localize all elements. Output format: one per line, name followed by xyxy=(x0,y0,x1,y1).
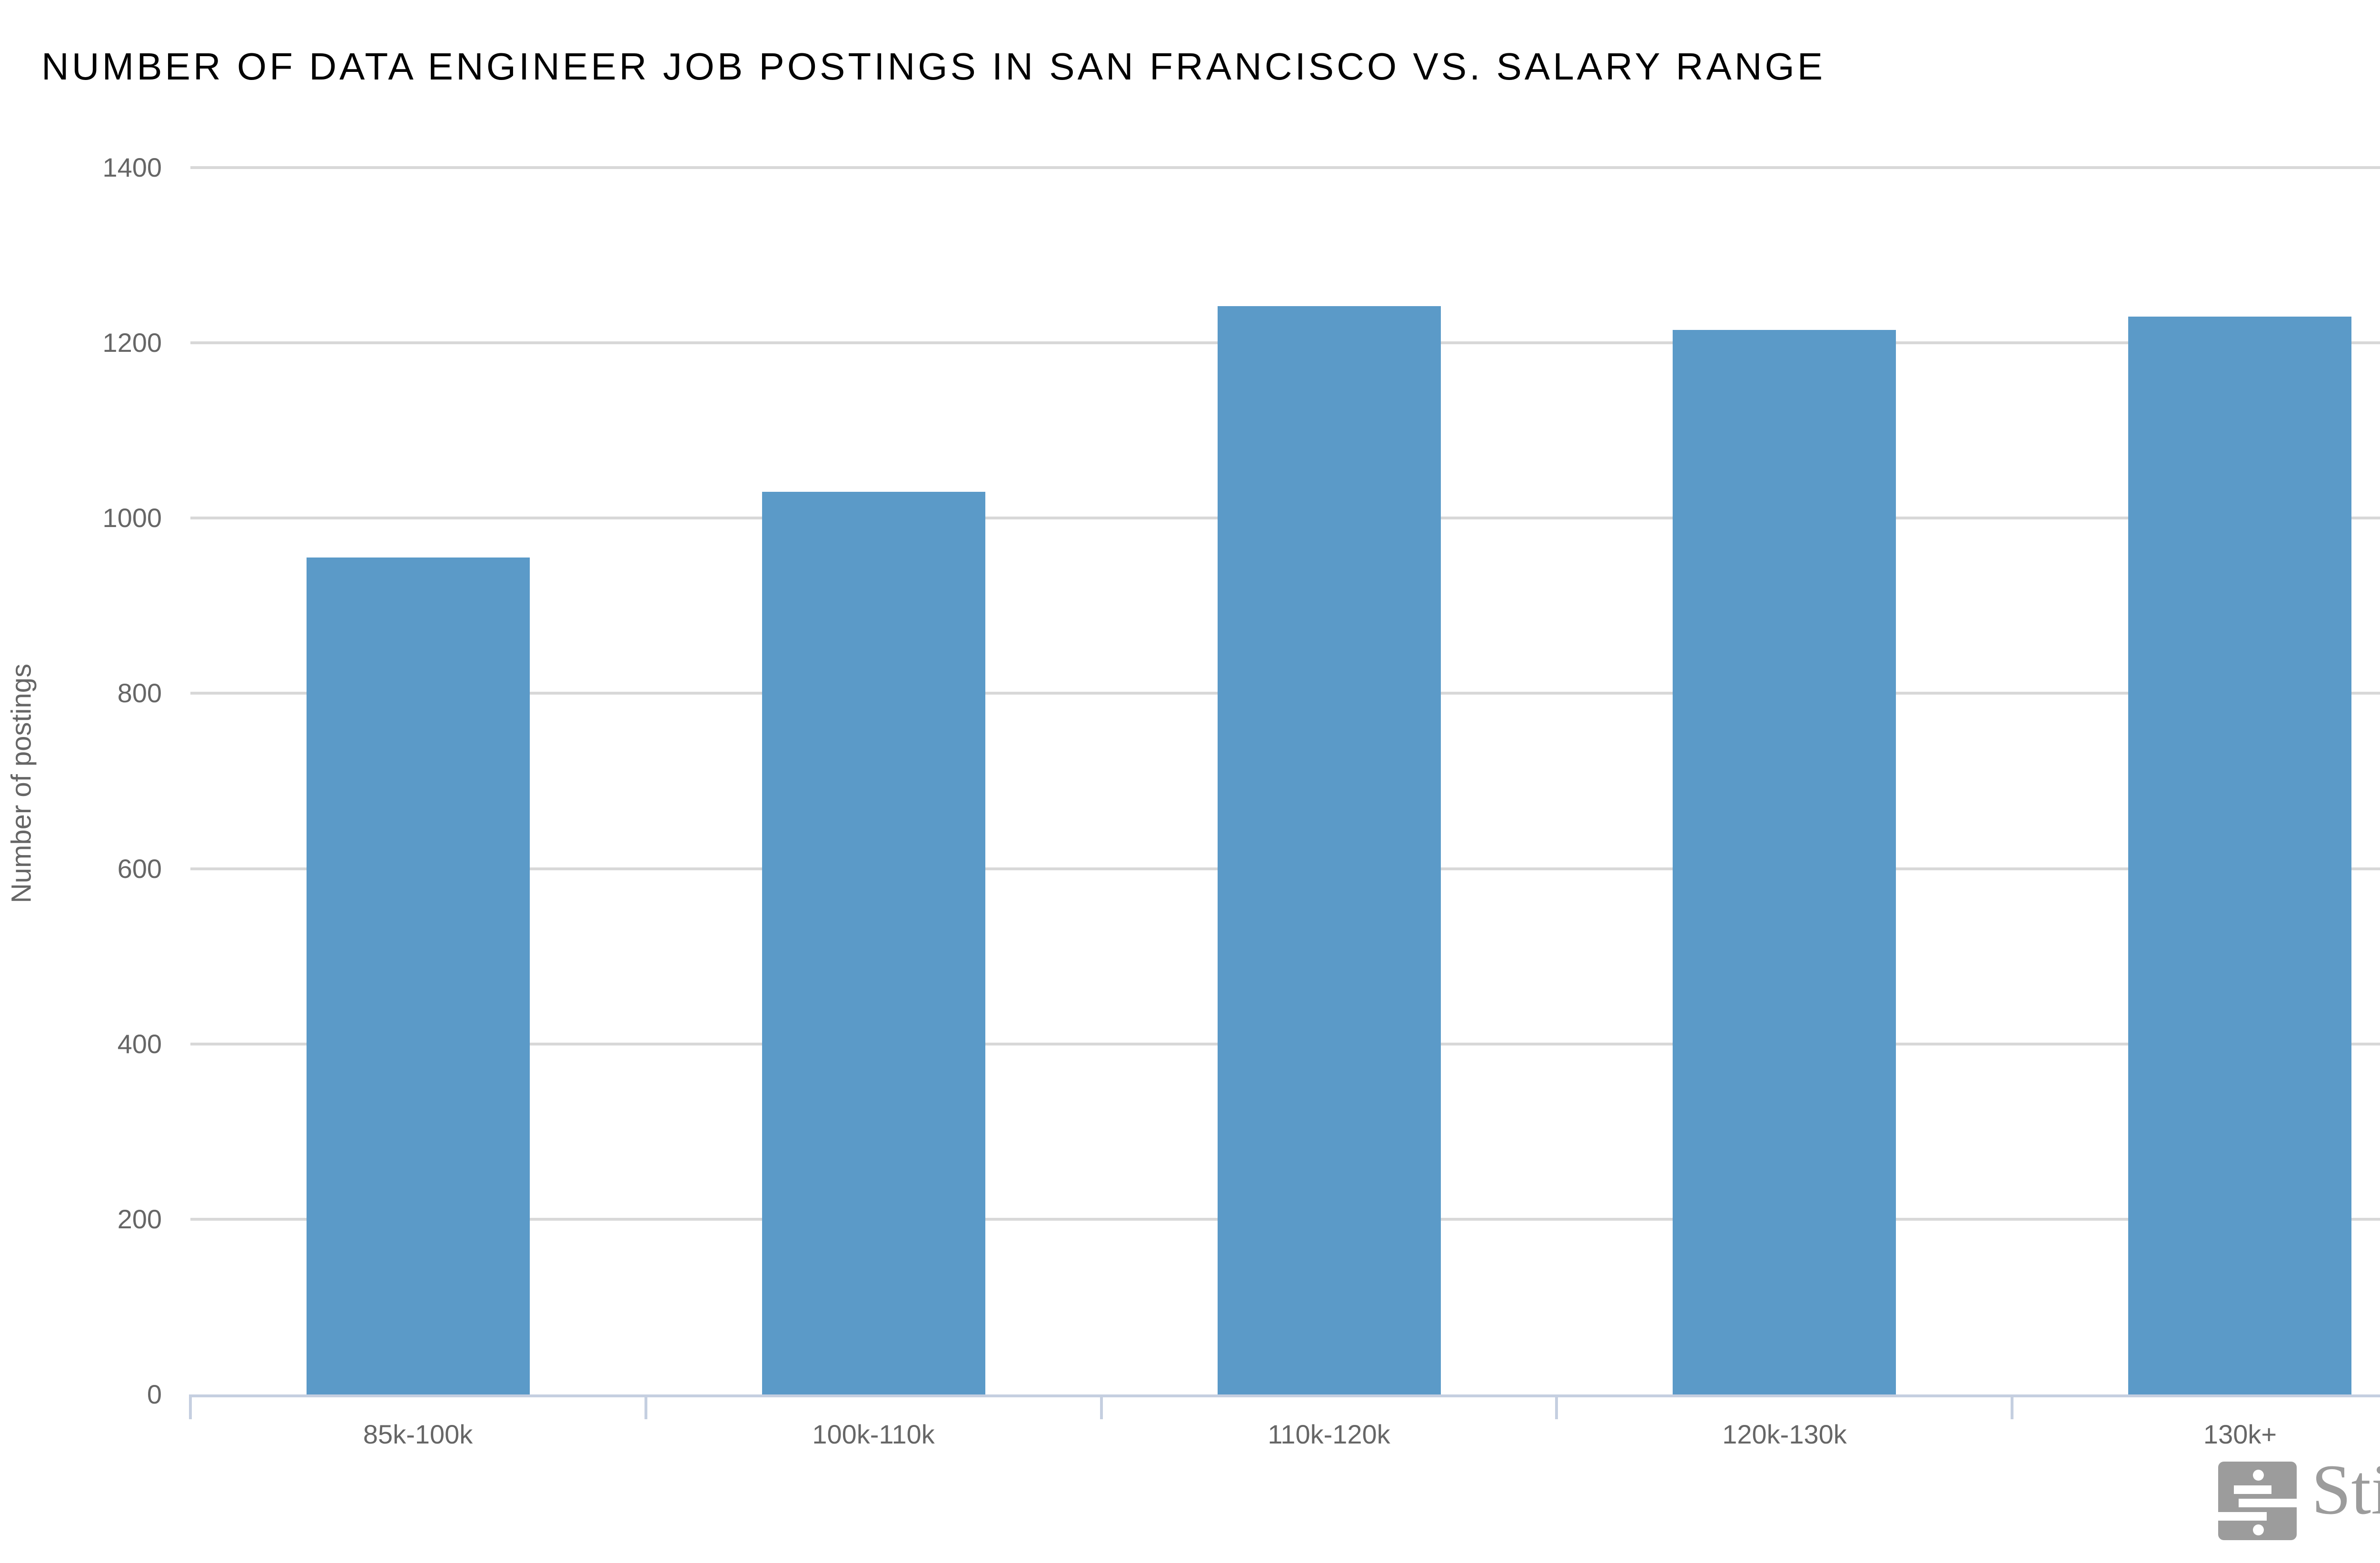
x-category-label-120k-130k: 120k-130k xyxy=(1722,1419,1847,1449)
stitch-icon-dot-top xyxy=(2252,1469,2264,1481)
x-category-label-85k-100k: 85k-100k xyxy=(363,1419,473,1449)
bar-130k+ xyxy=(2128,317,2351,1394)
y-tick-label-800: 800 xyxy=(117,678,162,708)
stitch-wordmark: Stitch xyxy=(2311,1450,2380,1529)
y-tick-label-1200: 1200 xyxy=(102,328,162,358)
y-tick-label-200: 200 xyxy=(117,1204,162,1234)
bar-100k-110k xyxy=(762,492,985,1394)
y-tick-label-600: 600 xyxy=(117,853,162,884)
stitch-icon-bar-1 xyxy=(2234,1485,2272,1494)
stitch-icon-dot-bottom xyxy=(2252,1524,2264,1536)
y-tick-label-1000: 1000 xyxy=(102,503,162,533)
x-category-label-100k-110k: 100k-110k xyxy=(812,1419,935,1449)
x-axis-tick-2 xyxy=(1100,1394,1103,1419)
x-axis-tick-0 xyxy=(189,1394,192,1419)
y-tick-label-1400: 1400 xyxy=(102,152,162,182)
bar-120k-130k xyxy=(1673,330,1896,1394)
stitch-spool-icon xyxy=(2218,1462,2297,1540)
x-category-label-110k-120k: 110k-120k xyxy=(1268,1419,1390,1449)
y-tick-label-0: 0 xyxy=(147,1379,162,1409)
stitch-icon-bar-2 xyxy=(2238,1498,2297,1507)
gridline-1400 xyxy=(190,166,2380,169)
bar-110k-120k xyxy=(1218,306,1441,1394)
x-axis-tick-3 xyxy=(1555,1394,1558,1419)
bar-85k-100k xyxy=(307,558,530,1394)
y-tick-label-400: 400 xyxy=(117,1028,162,1059)
stitch-icon-bar-3 xyxy=(2218,1512,2267,1521)
x-category-label-130k+: 130k+ xyxy=(2203,1419,2277,1449)
x-axis-tick-1 xyxy=(645,1394,647,1419)
x-axis-line xyxy=(190,1394,2380,1397)
y-axis-title: Number of postings xyxy=(6,664,37,903)
x-axis-tick-4 xyxy=(2011,1394,2013,1419)
chart-title: NUMBER OF DATA ENGINEER JOB POSTINGS IN … xyxy=(41,45,1826,88)
